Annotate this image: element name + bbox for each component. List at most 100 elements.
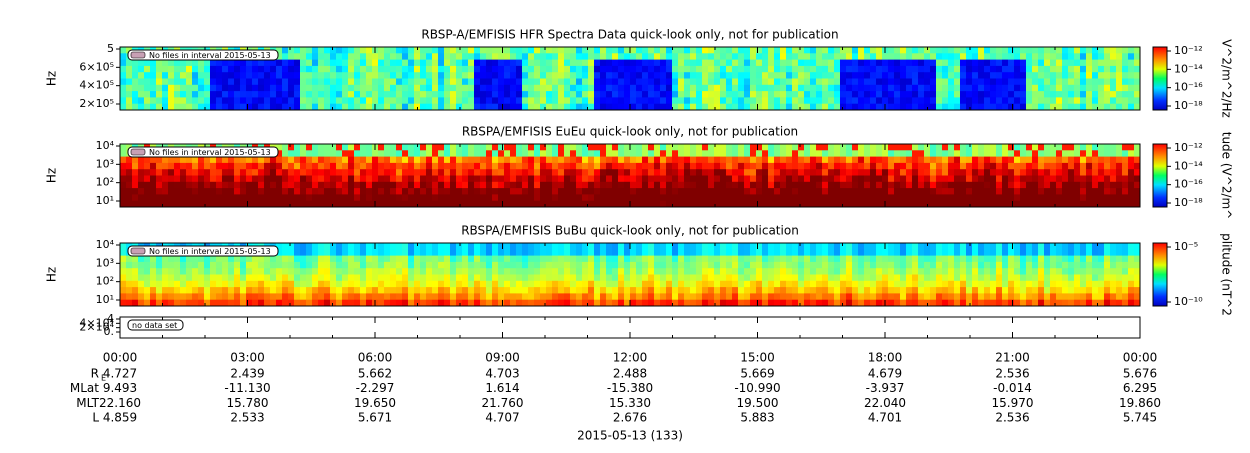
spectrogram-cell — [450, 53, 457, 60]
spectrogram-cell — [942, 169, 949, 176]
spectrogram-cell — [282, 150, 289, 157]
spectrogram-cell — [1002, 182, 1009, 189]
spectrogram-cell — [1044, 182, 1051, 189]
spectrogram-cell — [852, 293, 859, 300]
spectrogram-cell — [330, 249, 337, 256]
spectrogram-cell — [864, 293, 871, 300]
spectrogram-cell — [954, 275, 961, 282]
spectrogram-cell — [756, 281, 763, 288]
spectrogram-cell — [342, 287, 349, 294]
spectrogram-cell — [174, 300, 181, 307]
spectrogram-cell — [186, 85, 193, 92]
spectrogram-cell — [1128, 85, 1135, 92]
spectrogram-cell — [1098, 66, 1105, 73]
spectrogram-cell — [630, 60, 637, 67]
spectrogram-cell — [582, 188, 589, 195]
spectrogram-cell — [918, 268, 925, 275]
spectrogram-cell — [258, 72, 265, 79]
spectrogram-cell — [552, 201, 559, 208]
spectrogram-cell — [822, 275, 829, 282]
spectrogram-cell — [606, 293, 613, 300]
spectrogram-cell — [372, 150, 379, 157]
spectrogram-cell — [384, 287, 391, 294]
spectrogram-cell — [738, 72, 745, 79]
spectrogram-cell — [624, 72, 631, 79]
spectrogram-cell — [714, 275, 721, 282]
spectrogram-cell — [1104, 85, 1111, 92]
spectrogram-cell — [642, 194, 649, 201]
spectrogram-cell — [258, 163, 265, 170]
spectrogram-cell — [276, 163, 283, 170]
spectrogram-cell — [276, 79, 283, 86]
spectrogram-cell — [720, 249, 727, 256]
spectrogram-cell — [810, 287, 817, 294]
spectrogram-cell — [294, 268, 301, 275]
spectrogram-cell — [174, 104, 181, 111]
spectrogram-cell — [936, 91, 943, 98]
spectrogram-cell — [426, 60, 433, 67]
spectrogram-cell — [630, 97, 637, 104]
spectrogram-cell — [378, 72, 385, 79]
spectrogram-cell — [780, 300, 787, 307]
spectrogram-cell — [744, 47, 751, 54]
spectrogram-cell — [306, 157, 313, 164]
spectrogram-cell — [876, 293, 883, 300]
spectrogram-cell — [426, 256, 433, 263]
spectrogram-cell — [1116, 169, 1123, 176]
spectrogram-cell — [978, 53, 985, 60]
spectrogram-cell — [834, 262, 841, 269]
spectrogram-cell — [162, 281, 169, 288]
spectrogram-cell — [834, 163, 841, 170]
spectrogram-cell — [306, 97, 313, 104]
spectrogram-cell — [1050, 188, 1057, 195]
spectrogram-cell — [156, 275, 163, 282]
spectrogram-cell — [708, 97, 715, 104]
spectrogram-cell — [456, 176, 463, 183]
spectrogram-cell — [120, 53, 127, 60]
spectrogram-cell — [396, 300, 403, 307]
spectrogram-cell — [720, 194, 727, 201]
spectrogram-cell — [1074, 66, 1081, 73]
spectrogram-cell — [210, 176, 217, 183]
spectrogram-cell — [528, 287, 535, 294]
spectrogram-cell — [654, 281, 661, 288]
spectrogram-cell — [438, 150, 445, 157]
spectrogram-cell — [618, 53, 625, 60]
spectrogram-cell — [534, 281, 541, 288]
spectrogram-cell — [486, 144, 493, 151]
spectrogram-cell — [708, 176, 715, 183]
spectrogram-cell — [618, 66, 625, 73]
spectrogram-cell — [408, 281, 415, 288]
spectrogram-cell — [648, 287, 655, 294]
spectrogram-cell — [432, 287, 439, 294]
spectrogram-cell — [648, 293, 655, 300]
spectrogram-cell — [930, 287, 937, 294]
spectrogram-cell — [252, 281, 259, 288]
spectrogram-cell — [396, 150, 403, 157]
spectrogram-cell — [174, 97, 181, 104]
spectrogram-cell — [852, 163, 859, 170]
spectrogram-cell — [606, 176, 613, 183]
spectrogram-cell — [588, 150, 595, 157]
spectrogram-cell — [468, 91, 475, 98]
spectrogram-cell — [1032, 60, 1039, 67]
spectrogram-cell — [330, 262, 337, 269]
spectrogram-cell — [852, 176, 859, 183]
spectrogram-cell — [1056, 72, 1063, 79]
spectrogram-cell — [462, 249, 469, 256]
spectrogram-cell — [528, 293, 535, 300]
spectrogram-cell — [732, 53, 739, 60]
spectrogram-cell — [324, 97, 331, 104]
spectrogram-cell — [150, 287, 157, 294]
spectrogram-cell — [984, 287, 991, 294]
spectrogram-cell — [690, 150, 697, 157]
spectrogram-cell — [978, 72, 985, 79]
spectrogram-cell — [1038, 60, 1045, 67]
spectrogram-cell — [894, 60, 901, 67]
spectrogram-cell — [474, 268, 481, 275]
spectrogram-cell — [834, 104, 841, 111]
spectrogram-cell — [858, 97, 865, 104]
spectrogram-cell — [1122, 60, 1129, 67]
spectrogram-cell — [762, 287, 769, 294]
spectrogram-cell — [738, 249, 745, 256]
